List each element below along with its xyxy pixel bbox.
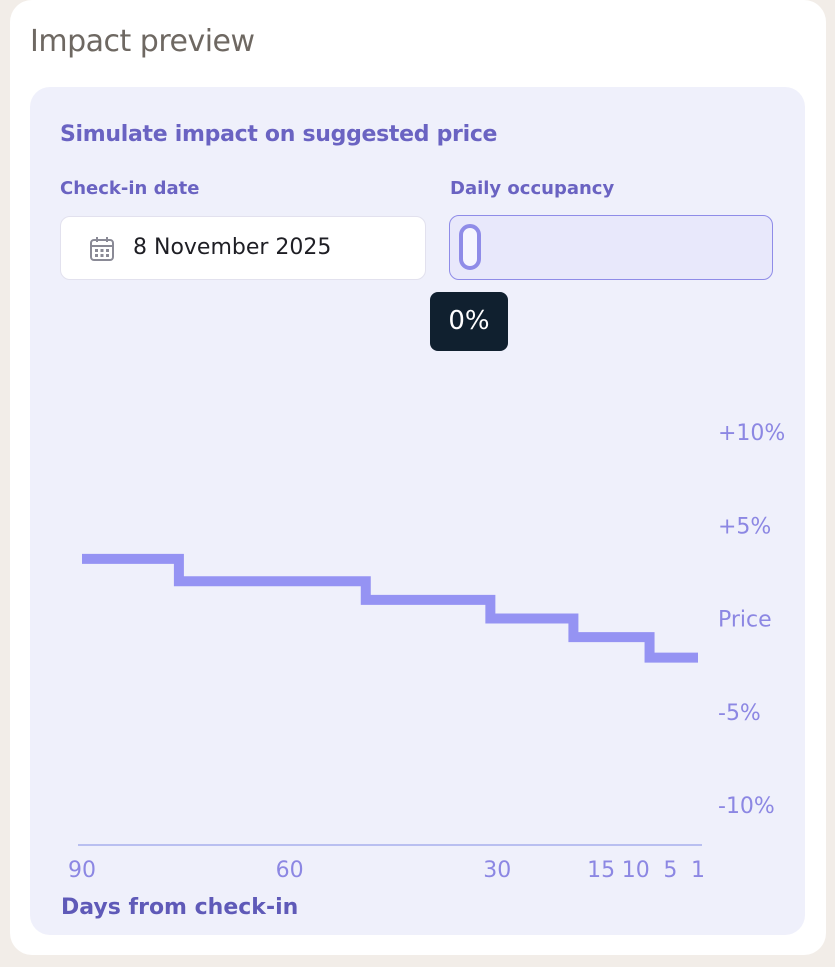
price-impact-chart: +10% +5% Price -5% -10% 90 60 30 15 10 5 1 [68,421,785,883]
y-tick-label: Price [718,608,772,633]
card-title: Impact preview [30,24,255,59]
x-tick-label: 5 [663,858,677,883]
x-tick-label: 10 [622,858,650,883]
y-tick-label: +10% [718,421,785,446]
x-tick-label: 1 [691,858,705,883]
price-step-line [82,553,698,663]
daily-occupancy-label: Daily occupancy [450,178,615,199]
x-tick-label: 15 [587,858,615,883]
x-tick-label: 30 [483,858,511,883]
y-tick-label: -5% [718,701,761,726]
simulator-panel: Simulate impact on suggested price Check… [30,87,805,935]
checkin-date-value: 8 November 2025 [133,235,332,260]
y-tick-label: -10% [718,794,775,819]
x-tick-label: 90 [68,858,96,883]
x-tick-label: 60 [276,858,304,883]
occupancy-slider-thumb[interactable] [459,224,481,270]
y-tick-label: +5% [718,514,771,539]
impact-preview-card: Impact preview Simulate impact on sugges… [10,0,826,955]
x-axis-title: Days from check-in [61,895,299,920]
occupancy-value-tooltip: 0% [430,292,508,351]
checkin-date-field[interactable]: 8 November 2025 [60,216,426,280]
calendar-icon [89,236,115,266]
checkin-date-label: Check-in date [60,178,200,199]
simulator-title: Simulate impact on suggested price [60,122,498,147]
daily-occupancy-slider[interactable] [449,215,773,280]
